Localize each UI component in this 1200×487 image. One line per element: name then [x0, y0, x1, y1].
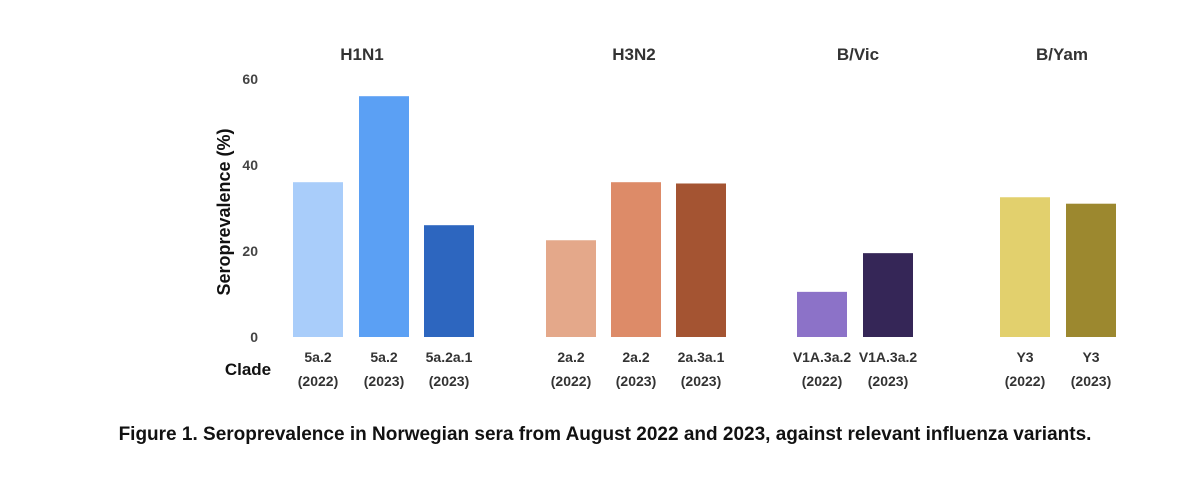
bar-clade-label: 5a.2a.1: [426, 349, 473, 365]
bar-year-label: (2022): [802, 373, 842, 389]
group-title: H3N2: [612, 45, 655, 64]
bar: [424, 225, 474, 337]
y-tick-label: 0: [250, 329, 258, 345]
bar-clade-label: 2a.2: [622, 349, 649, 365]
bar-clade-label: 2a.3a.1: [678, 349, 725, 365]
bar-year-label: (2023): [616, 373, 656, 389]
bar-year-label: (2023): [364, 373, 404, 389]
bar: [676, 183, 726, 337]
bar-clade-label: V1A.3a.2: [859, 349, 918, 365]
group-title: H1N1: [340, 45, 383, 64]
bar-year-label: (2023): [429, 373, 469, 389]
bar-year-label: (2023): [681, 373, 721, 389]
group-title: B/Vic: [837, 45, 879, 64]
bar-year-label: (2022): [1005, 373, 1045, 389]
bar: [1000, 197, 1050, 337]
bar: [611, 182, 661, 337]
bar-clade-label: 2a.2: [557, 349, 584, 365]
bar: [293, 182, 343, 337]
bar-clade-label: 5a.2: [304, 349, 331, 365]
y-tick-label: 60: [242, 71, 258, 87]
bar: [546, 240, 596, 337]
chart: Seroprevalence (%) Clade 0 20 40 60 H1N1 5a.…: [214, 45, 1116, 389]
bar-year-label: (2022): [551, 373, 591, 389]
bar: [797, 291, 847, 337]
x-axis-label: Clade: [225, 360, 271, 379]
bar-year-label: (2023): [868, 373, 908, 389]
bar-year-label: (2022): [298, 373, 338, 389]
y-tick-label: 40: [242, 157, 258, 173]
bar-groups: H1N1 5a.2 (2022) 5a.2 (2023) 5a.2a.1 (2023) H3N…: [293, 45, 1116, 389]
bar-year-label: (2023): [1071, 373, 1111, 389]
y-tick-label: 20: [242, 243, 258, 259]
bar-clade-label: Y3: [1082, 349, 1099, 365]
bar: [359, 96, 409, 337]
bar: [863, 253, 913, 337]
bar-clade-label: V1A.3a.2: [793, 349, 852, 365]
bar-clade-label: 5a.2: [370, 349, 397, 365]
y-axis-label: Seroprevalence (%): [214, 128, 234, 295]
group-title: B/Yam: [1036, 45, 1088, 64]
y-tick-labels: 0 20 40 60: [242, 71, 258, 345]
figure-caption: Figure 1. Seroprevalence in Norwegian se…: [118, 424, 1092, 445]
bar: [1066, 203, 1116, 337]
bar-clade-label: Y3: [1016, 349, 1033, 365]
